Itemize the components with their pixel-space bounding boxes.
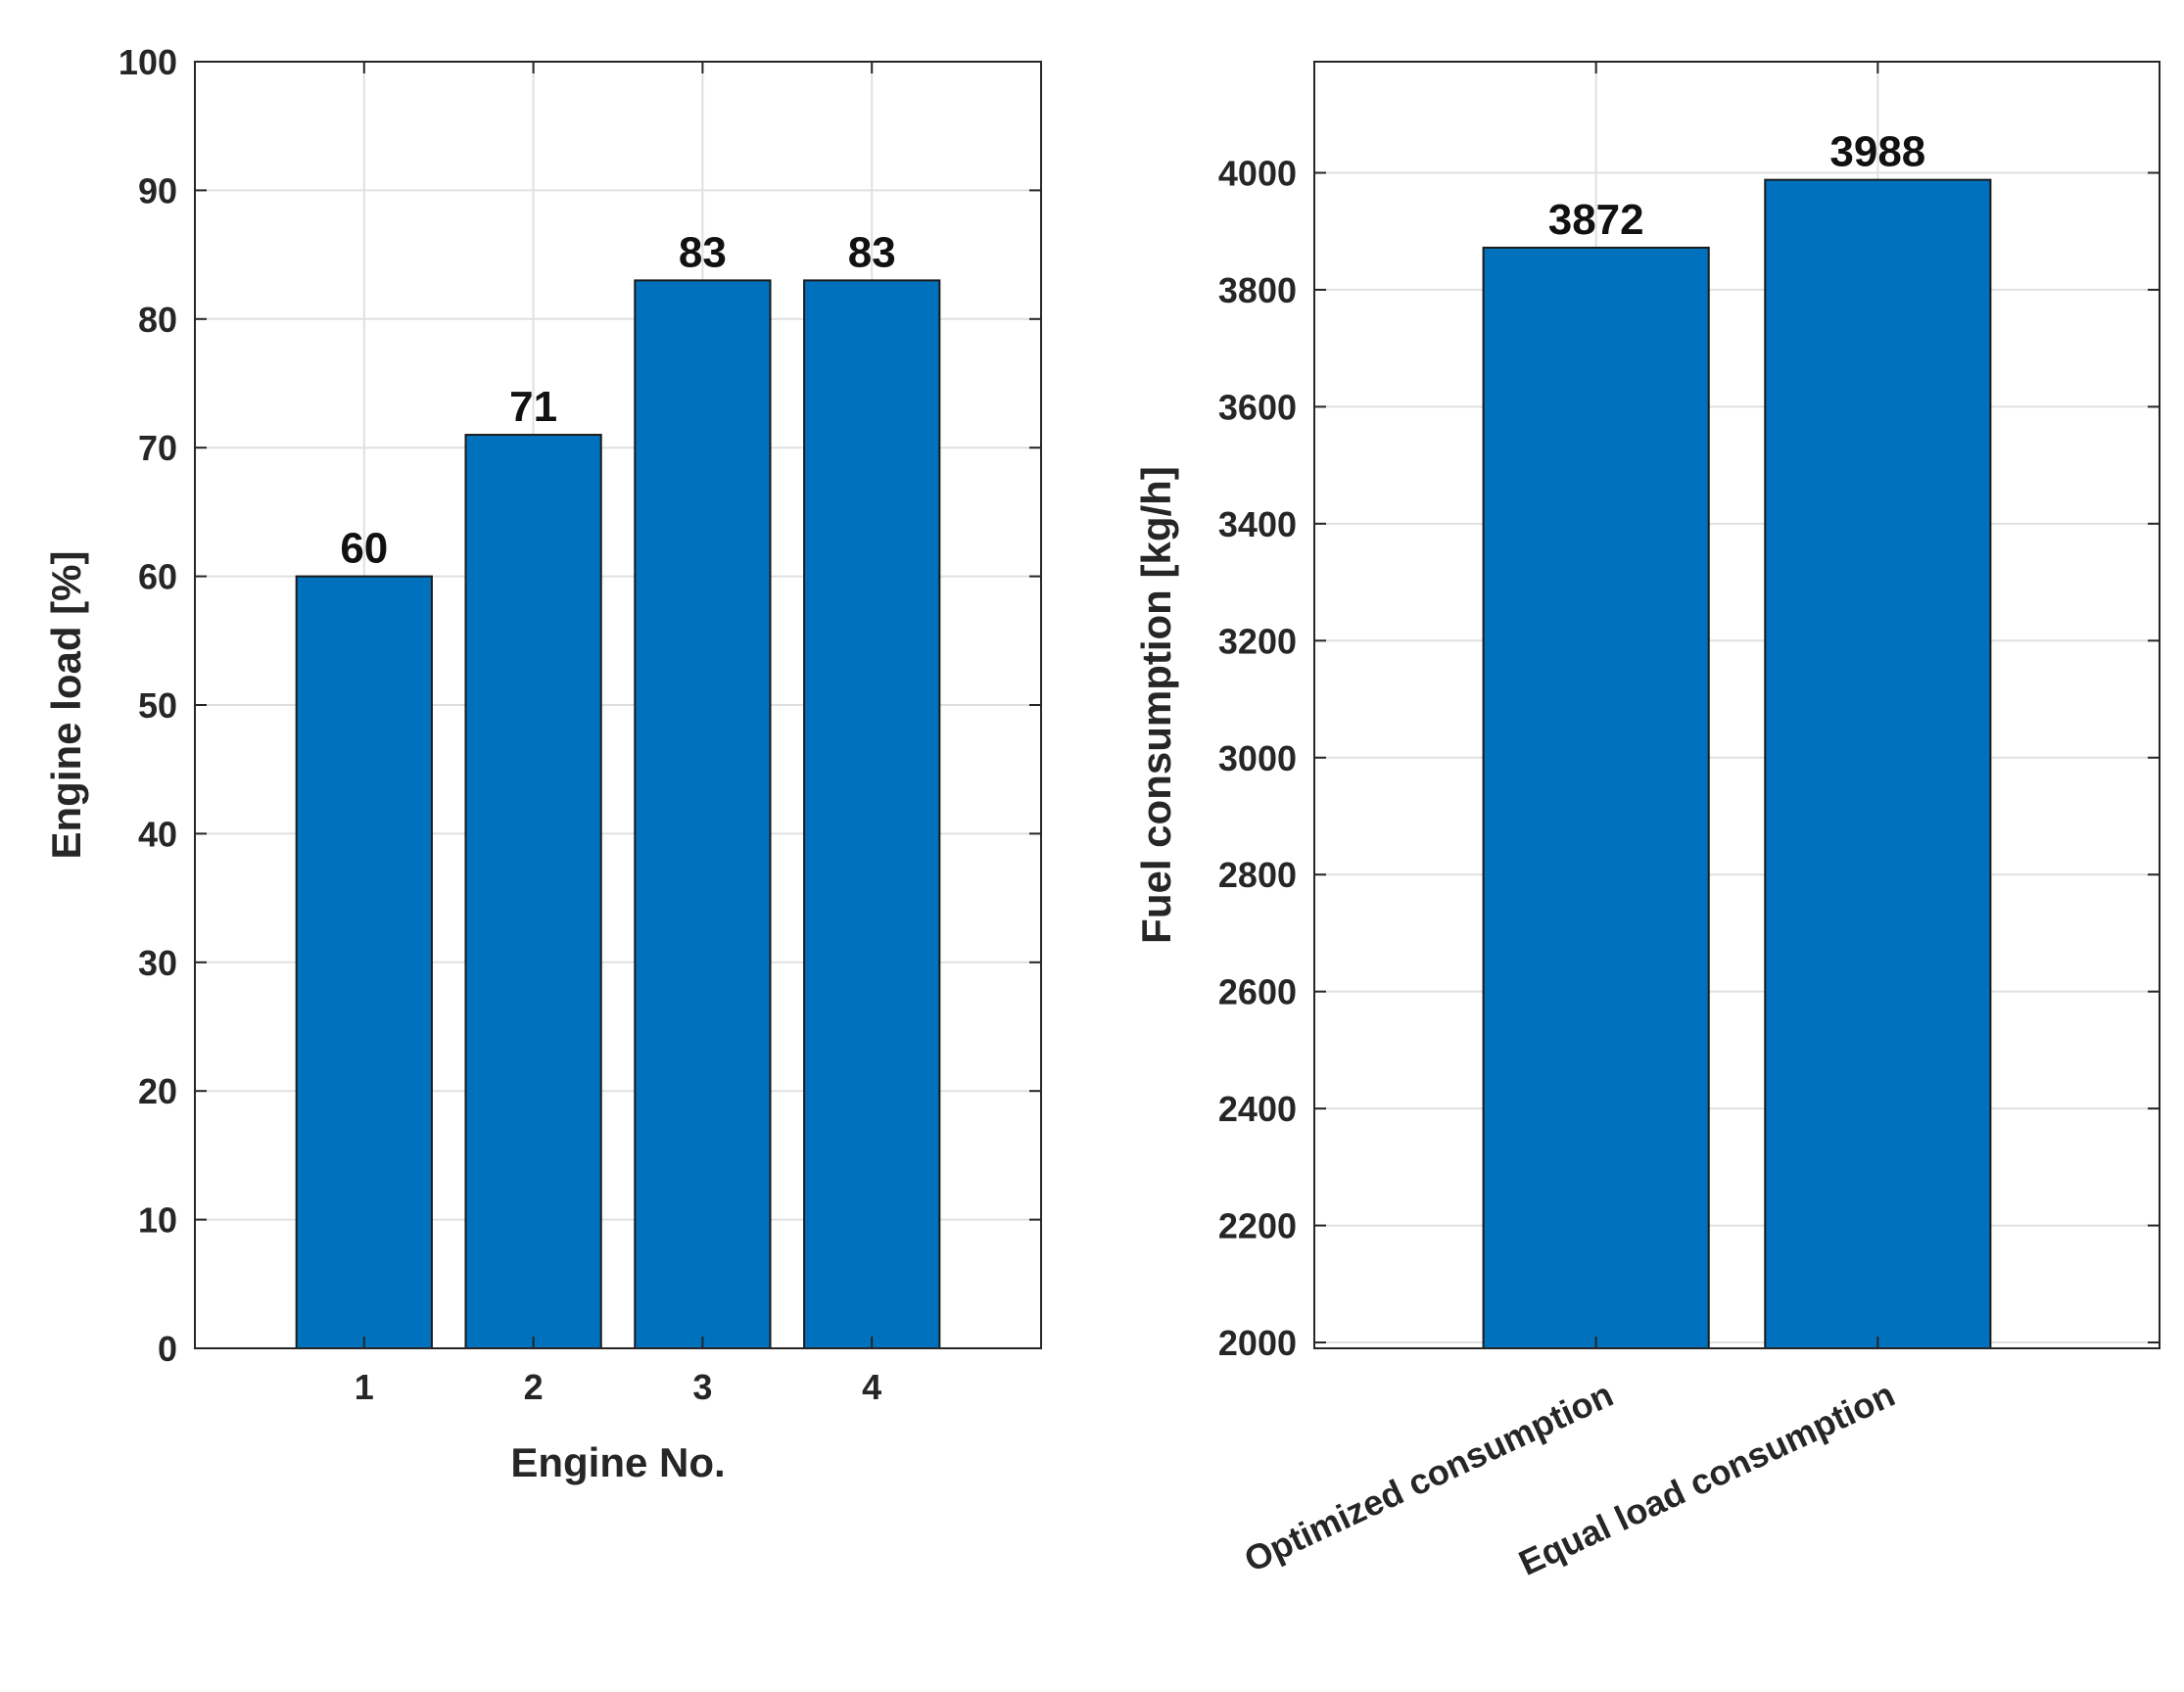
engine-load-y-tick-label: 50	[138, 685, 177, 726]
engine-load-axes-frame	[194, 61, 1042, 1349]
fuel-consumption-y-tick-label: 2400	[1218, 1089, 1297, 1129]
engine-load-x-tick-label: 4	[862, 1367, 881, 1407]
engine-load-bar	[803, 279, 941, 1349]
engine-load-y-tick-label: 80	[138, 300, 177, 340]
fuel-consumption-bar-value-label: 3872	[1548, 196, 1644, 244]
fuel-consumption-y-tick-label: 2600	[1218, 972, 1297, 1012]
fuel-consumption-y-tick-label: 3400	[1218, 504, 1297, 544]
engine-load-y-tick-label: 60	[138, 557, 177, 597]
fuel-consumption-y-tick-label: 2800	[1218, 855, 1297, 895]
engine-load-x-axis-label: Engine No.	[510, 1439, 725, 1485]
engine-load-x-tick-label: 3	[692, 1367, 712, 1407]
fuel-consumption-y-tick-label: 4000	[1218, 153, 1297, 193]
engine-load-y-tick-label: 70	[138, 428, 177, 468]
fuel-consumption-y-axis-label: Fuel consumption [kg/h]	[1133, 466, 1179, 944]
engine-load-y-tick-label: 0	[158, 1329, 177, 1369]
engine-load-bar-value-label: 83	[679, 228, 727, 276]
engine-load-y-tick-label: 100	[119, 42, 177, 82]
fuel-consumption-bar	[1764, 178, 1992, 1350]
engine-load-chart: 0 10 20 30 40 50 60 70 80 90 100 60 71 83 83 1 2 3 4 Engine…	[43, 42, 1042, 1485]
engine-load-y-tick-label: 40	[138, 814, 177, 854]
engine-load-y-axis-label: Engine load [%]	[43, 551, 89, 860]
engine-load-y-tick-label: 10	[138, 1200, 177, 1241]
fuel-consumption-chart: 2000 2200 2400 2600 2800 3000 3200 3400 3600 3800…	[1133, 61, 2160, 1583]
fuel-consumption-y-tick-label: 3000	[1218, 738, 1297, 778]
engine-load-x-tick-label: 2	[524, 1367, 544, 1407]
engine-load-y-tick-label: 30	[138, 943, 177, 983]
fuel-consumption-plot-area	[1314, 62, 2160, 1348]
engine-load-x-tick-label: 1	[355, 1367, 374, 1407]
engine-load-bar-value-label: 83	[848, 228, 896, 276]
fuel-consumption-y-tick-label: 3200	[1218, 621, 1297, 661]
fuel-consumption-y-tick-label: 3800	[1218, 270, 1297, 310]
engine-load-y-tick-label: 20	[138, 1071, 177, 1111]
fuel-consumption-bar-value-label: 3988	[1829, 128, 1925, 176]
engine-load-bar	[295, 575, 433, 1349]
engine-load-bar-value-label: 71	[509, 383, 557, 431]
fuel-consumption-y-tick-label: 3600	[1218, 387, 1297, 427]
engine-load-bar	[634, 279, 772, 1349]
engine-load-bar-value-label: 60	[340, 525, 388, 573]
engine-load-y-tick-label: 90	[138, 170, 177, 211]
engine-load-bar	[464, 434, 602, 1349]
fuel-consumption-axes-frame	[1313, 61, 2160, 1349]
fuel-consumption-y-tick-label: 2000	[1218, 1323, 1297, 1363]
fuel-consumption-y-tick-label: 2200	[1218, 1206, 1297, 1246]
fuel-consumption-bar	[1482, 246, 1710, 1349]
